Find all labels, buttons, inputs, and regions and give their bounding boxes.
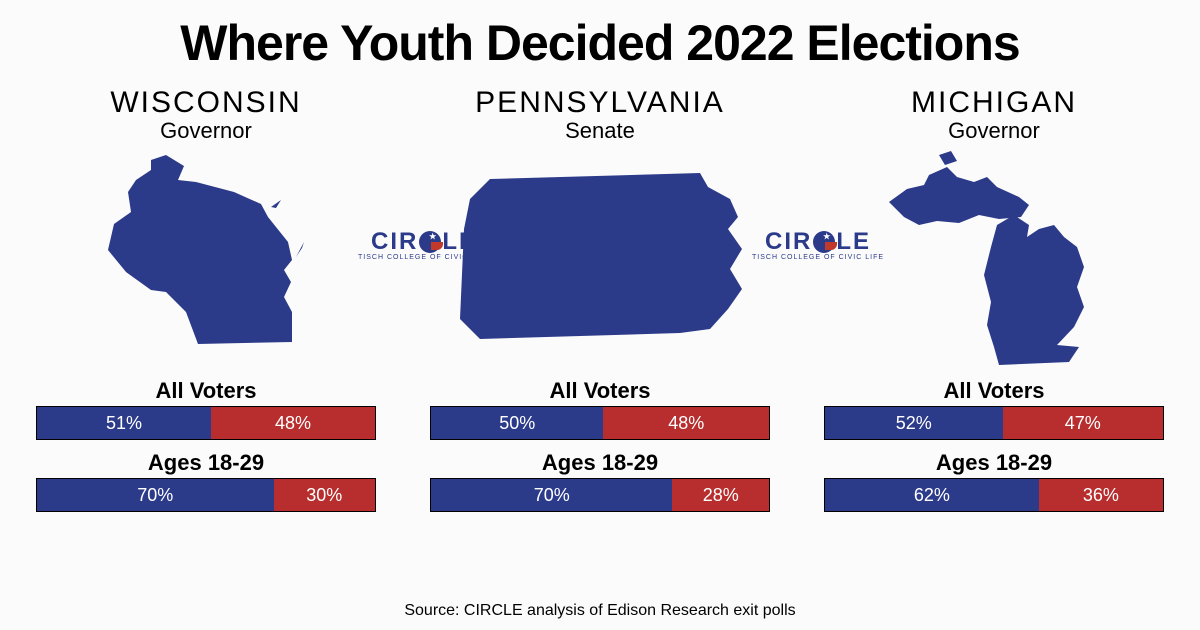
page-title: Where Youth Decided 2022 Elections <box>0 0 1200 72</box>
bar-all-voters: 50% 48% <box>430 406 770 440</box>
michigan-lower-shape-icon <box>984 215 1084 365</box>
logo-subtitle: TISCH COLLEGE OF CIVIC LIFE <box>358 254 490 261</box>
bar-youth: 70% 30% <box>36 478 376 512</box>
state-name: MICHIGAN <box>911 86 1077 120</box>
states-row: WISCONSIN Governor All Voters 51% 48% Ag… <box>0 86 1200 518</box>
bar-label: Ages 18-29 <box>148 450 264 476</box>
race-label: Governor <box>948 118 1040 144</box>
logo-word: CIR LE <box>765 228 871 256</box>
bar-seg-dem: 70% <box>37 479 274 511</box>
bar-seg-dem: 51% <box>37 407 211 439</box>
logo-c-icon <box>419 231 441 253</box>
pennsylvania-shape-icon <box>460 173 742 339</box>
bar-youth: 70% 28% <box>430 478 770 512</box>
wisconsin-shape-icon <box>108 155 308 344</box>
bar-seg-dem: 62% <box>825 479 1039 511</box>
state-map-wisconsin <box>36 144 376 374</box>
circle-logo: CIR LE TISCH COLLEGE OF CIVIC LIFE <box>358 228 490 261</box>
bar-label: Ages 18-29 <box>542 450 658 476</box>
logo-word: CIR LE <box>371 228 477 256</box>
bar-seg-dem: 70% <box>431 479 672 511</box>
bar-label: Ages 18-29 <box>936 450 1052 476</box>
logo-text-part: CIR <box>765 228 812 256</box>
bar-all-voters: 52% 47% <box>824 406 1164 440</box>
bar-seg-rep: 47% <box>1003 407 1163 439</box>
logo-text-part: CIR <box>371 228 418 256</box>
bar-label: All Voters <box>943 378 1044 404</box>
state-panel-pennsylvania: PENNSYLVANIA Senate All Voters 50% 48% A… <box>430 86 770 518</box>
logo-subtitle: TISCH COLLEGE OF CIVIC LIFE <box>752 254 884 261</box>
bar-all-voters: 51% 48% <box>36 406 376 440</box>
state-name: PENNSYLVANIA <box>475 86 725 120</box>
bar-seg-rep: 36% <box>1039 479 1163 511</box>
state-panel-wisconsin: WISCONSIN Governor All Voters 51% 48% Ag… <box>36 86 376 518</box>
bar-label: All Voters <box>549 378 650 404</box>
bar-youth: 62% 36% <box>824 478 1164 512</box>
circle-logo: CIR LE TISCH COLLEGE OF CIVIC LIFE <box>752 228 884 261</box>
logo-c-icon <box>813 231 835 253</box>
bar-seg-rep: 48% <box>603 407 769 439</box>
race-label: Governor <box>160 118 252 144</box>
state-name: WISCONSIN <box>110 86 301 120</box>
bar-seg-rep: 30% <box>274 479 375 511</box>
michigan-upper-shape-icon <box>889 151 1029 225</box>
race-label: Senate <box>565 118 635 144</box>
bar-seg-dem: 50% <box>431 407 603 439</box>
bar-label: All Voters <box>155 378 256 404</box>
source-text: Source: CIRCLE analysis of Edison Resear… <box>0 602 1200 620</box>
bar-seg-rep: 28% <box>672 479 769 511</box>
logo-text-part: LE <box>836 228 871 256</box>
bar-seg-dem: 52% <box>825 407 1003 439</box>
state-panel-michigan: MICHIGAN Governor All Voters 52% 47% Age… <box>824 86 1164 518</box>
bar-seg-rep: 48% <box>211 407 375 439</box>
logo-text-part: LE <box>442 228 477 256</box>
